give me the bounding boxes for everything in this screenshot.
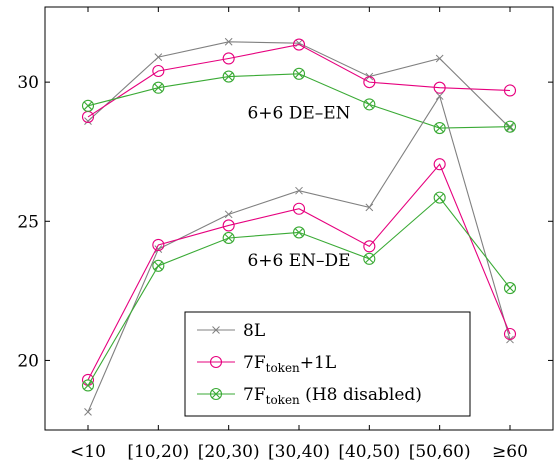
y-tick-label-20: 20 <box>17 351 39 371</box>
series-H8-en-de <box>81 191 517 392</box>
data-point-H8-de-en-1 <box>152 81 165 94</box>
data-point-H8-en-de-0 <box>81 379 95 392</box>
data-point-7F-en-de-3 <box>292 202 306 215</box>
data-point-7F-en-de-2 <box>222 219 235 232</box>
legend-marker-7f <box>209 355 223 369</box>
x-tick-label-10-20: [10,20) <box>127 442 189 462</box>
data-point-8L-en-de-3 <box>295 186 303 195</box>
data-point-8L-de-en-6 <box>506 124 514 132</box>
data-point-7F-de-en-3 <box>292 38 306 51</box>
x-axis: <10 [10,20) [20,30) [30,40) [40,50) [50,60) ≥6… <box>70 7 528 462</box>
data-point-H8-de-en-4 <box>363 98 376 111</box>
data-point-8L-en-de-2 <box>224 210 233 219</box>
data-point-7F-de-en-6 <box>503 84 517 97</box>
data-point-7F-de-en-2 <box>222 52 235 65</box>
data-point-H8-en-de-4 <box>363 252 376 265</box>
data-point-7F-en-de-6 <box>503 327 517 341</box>
annotation-0: 6+6 DE–EN <box>247 103 350 123</box>
data-point-8L-de-en-0 <box>84 117 92 125</box>
data-point-7F-en-de-1 <box>152 238 165 251</box>
data-point-7F-de-en-4 <box>363 76 376 89</box>
data-point-H8-en-de-2 <box>222 231 235 245</box>
annotation-1: 6+6 EN–DE <box>247 251 350 271</box>
x-tick-label-20-30: [20,30) <box>198 442 260 462</box>
data-point-H8-en-de-6 <box>503 282 517 295</box>
legend-item-7f: 7Ftoken+1L <box>197 353 336 375</box>
data-point-8L-de-en-2 <box>224 37 233 46</box>
data-point-H8-de-en-5 <box>433 122 446 135</box>
data-point-H8-de-en-2 <box>222 70 235 83</box>
data-point-8L-en-de-4 <box>365 203 374 212</box>
data-point-H8-en-de-5 <box>433 191 446 204</box>
y-tick-label-25: 25 <box>17 212 39 232</box>
data-point-H8-de-en-3 <box>292 67 306 80</box>
series-8L-de-en <box>84 37 514 132</box>
series-H8-de-en <box>81 67 517 135</box>
series-line-7F-de-en <box>87 43 511 118</box>
data-point-8L-en-de-1 <box>154 245 163 253</box>
y-axis: 20 25 30 <box>17 73 553 371</box>
legend-marker-8l <box>212 326 220 334</box>
series-layer <box>81 37 517 416</box>
annotations: 6+6 DE–EN 6+6 EN–DE <box>247 103 350 270</box>
data-point-H8-de-en-6 <box>503 120 517 133</box>
data-point-8L-de-en-1 <box>154 53 163 61</box>
legend-label-h8: 7Ftoken (H8 disabled) <box>243 385 422 407</box>
series-7F-en-de <box>81 158 517 386</box>
x-tick-label-10: <10 <box>70 442 106 462</box>
legend-marker-h8 <box>209 387 223 401</box>
legend-label-8l: 8L <box>243 321 265 341</box>
data-point-7F-de-en-5 <box>433 81 446 94</box>
legend-label-7f: 7Ftoken+1L <box>243 353 336 375</box>
series-line-7F-en-de <box>87 163 511 381</box>
y-tick-label-30: 30 <box>17 73 39 93</box>
data-point-7F-en-de-4 <box>363 240 376 253</box>
x-tick-label-30-40: [30,40) <box>268 442 330 462</box>
series-8L-en-de <box>84 92 514 416</box>
data-point-H8-en-de-1 <box>152 259 165 272</box>
legend: 8L 7Ftoken+1L 7Ftoken (H8 disabled) <box>184 311 471 417</box>
legend-box <box>184 311 471 417</box>
x-tick-label-50-60: [50,60) <box>409 442 471 462</box>
legend-item-8l: 8L <box>197 321 265 341</box>
data-point-H8-de-en-0 <box>81 99 95 112</box>
x-tick-label-40-50: [40,50) <box>338 442 400 462</box>
data-point-8L-de-en-5 <box>435 54 444 63</box>
data-point-H8-en-de-3 <box>292 226 306 239</box>
data-point-7F-de-en-1 <box>152 64 165 78</box>
data-point-7F-en-de-5 <box>433 158 446 171</box>
legend-item-h8: 7Ftoken (H8 disabled) <box>197 385 422 407</box>
x-tick-label-60: ≥60 <box>492 442 528 462</box>
data-point-8L-en-de-5 <box>435 92 444 100</box>
series-7F-de-en <box>81 38 517 123</box>
data-point-8L-en-de-0 <box>84 408 92 416</box>
